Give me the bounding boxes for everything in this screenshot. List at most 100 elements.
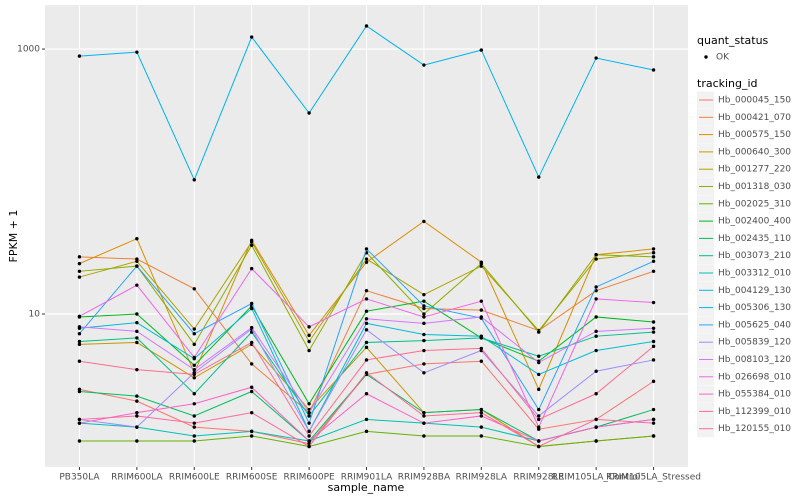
data-point <box>307 441 311 446</box>
data-point <box>77 421 82 425</box>
data-point <box>135 340 139 345</box>
data-point <box>77 314 82 319</box>
data-point <box>651 259 656 263</box>
x-tick-label: RRIM901LA <box>341 473 393 483</box>
data-point <box>651 68 656 72</box>
data-point <box>651 379 656 384</box>
data-point <box>537 414 541 418</box>
legend-label: Hb_000575_150 <box>718 130 791 140</box>
data-point <box>77 269 82 274</box>
x-tick-label: RRIM105LA_Stressed <box>606 473 701 483</box>
data-point <box>594 439 598 443</box>
legend-title: quant_status <box>697 34 769 47</box>
data-point <box>249 240 254 244</box>
data-point <box>479 315 484 319</box>
data-point <box>364 392 369 396</box>
data-point <box>364 257 369 261</box>
data-point <box>135 410 139 415</box>
data-point <box>249 306 254 311</box>
data-point <box>537 330 541 334</box>
data-point <box>364 321 369 326</box>
x-tick-label: RRIM928LA <box>456 473 508 483</box>
data-point <box>307 410 311 415</box>
x-tick-label: PB350LA <box>59 473 100 483</box>
legend-label: Hb_005839_120 <box>718 338 791 348</box>
data-point <box>594 417 598 422</box>
data-point <box>364 247 369 251</box>
data-point <box>135 367 139 372</box>
data-point <box>307 348 311 353</box>
data-point <box>135 425 139 429</box>
data-point <box>135 329 139 334</box>
legend-label: Hb_120155_010 <box>718 424 791 434</box>
data-point <box>537 439 541 443</box>
data-point <box>479 299 484 303</box>
data-point <box>537 425 541 429</box>
data-point <box>192 421 196 425</box>
data-point <box>77 339 82 344</box>
data-point <box>537 360 541 365</box>
data-point <box>537 417 541 422</box>
data-point <box>307 421 311 425</box>
legend-label: Hb_002025_310 <box>718 199 791 209</box>
legend-label: Hb_004129_130 <box>718 286 791 296</box>
data-point <box>364 260 369 264</box>
data-point <box>307 111 311 115</box>
data-point <box>192 392 196 396</box>
data-point <box>479 414 484 418</box>
data-point <box>307 434 311 438</box>
legend-label: Hb_055384_010 <box>718 390 791 400</box>
data-point <box>651 407 656 412</box>
data-point <box>135 264 139 268</box>
x-tick-label: RRIM600LE <box>169 473 220 483</box>
data-point <box>651 247 656 251</box>
data-point <box>422 292 426 297</box>
data-point <box>422 414 426 418</box>
data-point <box>651 326 656 330</box>
data-point <box>422 63 426 67</box>
data-point <box>479 308 484 312</box>
data-point <box>651 358 656 362</box>
legend-label: Hb_000640_300 <box>718 147 791 157</box>
data-point <box>307 333 311 338</box>
data-point <box>594 253 598 257</box>
data-point <box>77 261 82 266</box>
legend-label: Hb_002400_400 <box>718 217 791 227</box>
data-point <box>77 332 82 336</box>
data-point <box>307 402 311 406</box>
data-point <box>77 54 82 58</box>
data-point <box>77 439 82 443</box>
data-point <box>135 312 139 316</box>
data-point <box>479 425 484 429</box>
x-tick-label: RRIM600SE <box>226 473 278 483</box>
data-point <box>422 321 426 326</box>
data-point <box>479 434 484 438</box>
data-point <box>422 421 426 425</box>
data-point <box>651 269 656 274</box>
data-point <box>135 50 139 54</box>
x-tick-label: RRIM600PE <box>283 473 335 483</box>
data-point <box>594 334 598 338</box>
data-point <box>364 345 369 350</box>
data-point <box>249 410 254 415</box>
data-point <box>651 330 656 334</box>
data-point <box>135 394 139 398</box>
legend-label: OK <box>716 53 730 63</box>
data-point <box>249 266 254 271</box>
data-point <box>192 363 196 367</box>
data-point <box>422 304 426 308</box>
data-point <box>364 429 369 434</box>
data-point <box>307 429 311 434</box>
data-point <box>364 24 369 28</box>
data-point <box>479 359 484 363</box>
x-tick-label: RRIM600LA <box>111 473 163 483</box>
data-point <box>651 251 656 255</box>
data-point <box>135 283 139 287</box>
data-point <box>422 434 426 438</box>
data-point <box>422 312 426 316</box>
x-axis-title: sample_name <box>328 481 405 494</box>
data-point <box>422 219 426 224</box>
legend-label: Hb_026698_010 <box>718 372 791 382</box>
legend-label: Hb_001277_220 <box>718 165 791 175</box>
data-point <box>422 315 426 319</box>
